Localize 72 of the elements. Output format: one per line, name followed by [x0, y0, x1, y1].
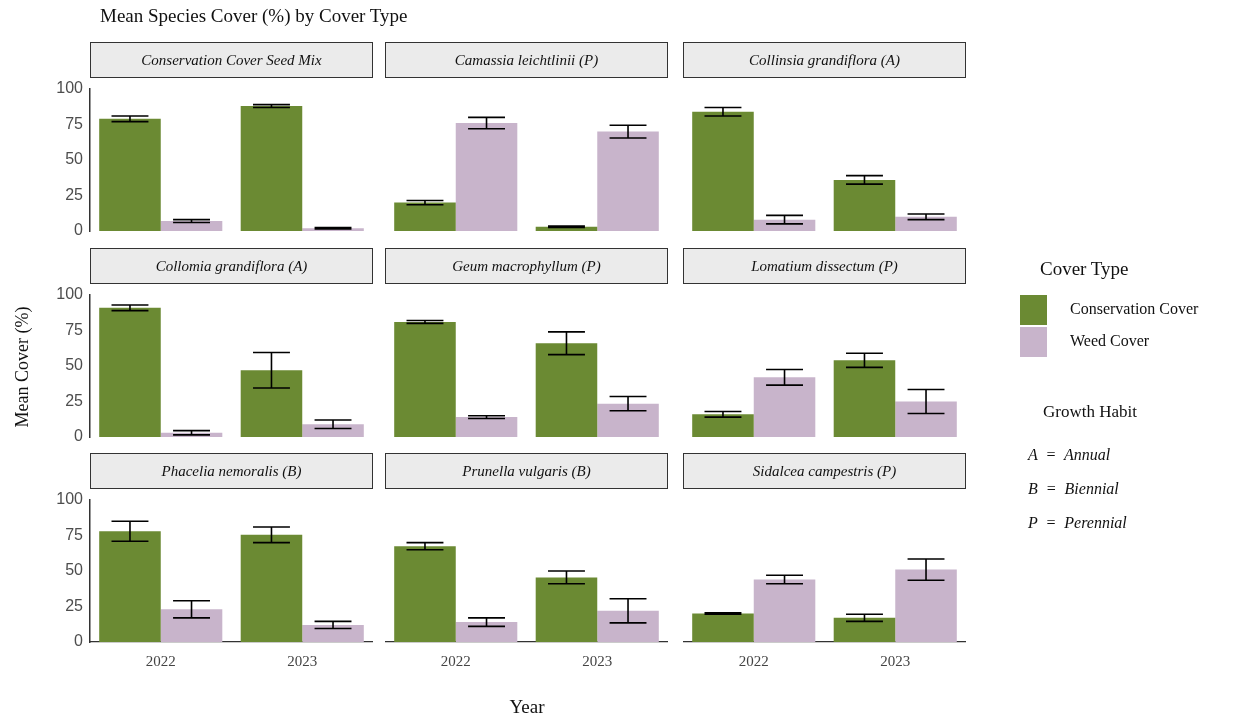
y-axis-title: Mean Cover (%): [11, 306, 33, 428]
x-tick-label: 2022: [440, 652, 471, 669]
bar: [99, 118, 161, 231]
bar: [597, 403, 659, 437]
x-axis-title: Year: [509, 696, 545, 718]
bar: [833, 617, 896, 642]
bar: [753, 377, 816, 437]
chart-title: Mean Species Cover (%) by Cover Type: [100, 5, 408, 27]
bar: [394, 321, 456, 437]
y-tick-label: 0: [74, 221, 84, 239]
text: Growth Habit: [1043, 402, 1137, 422]
y-tick-label: 75: [65, 525, 84, 543]
bar: [394, 546, 456, 642]
y-tick-label: 100: [56, 285, 84, 303]
y-tick-label: 25: [65, 596, 84, 614]
chart-subtitle: Geum macrophyllum (P): [385, 248, 668, 284]
y-tick-label: 100: [56, 79, 84, 97]
y-tick-label: 50: [65, 561, 84, 579]
bar: [895, 569, 957, 642]
chart-subtitle: Lomatium dissectum (P): [683, 248, 966, 284]
bar: [240, 534, 303, 642]
x-tick-label: 2023: [582, 652, 613, 669]
bar: [455, 123, 518, 231]
bar: [302, 424, 364, 437]
y-tick-label: 0: [74, 427, 84, 445]
bar: [394, 202, 456, 231]
bar: [455, 417, 518, 437]
bar: [833, 179, 896, 231]
bar: [160, 609, 223, 642]
text: B = Biennial: [1028, 480, 1119, 498]
chart-subtitle: Sidalcea campestris (P): [683, 453, 966, 489]
y-tick-label: 0: [74, 632, 84, 650]
chart-subtitle: Conservation Cover Seed Mix: [90, 42, 373, 78]
x-tick-label: 2023: [287, 652, 318, 669]
bar: [597, 610, 659, 642]
y-tick-label: 25: [65, 391, 84, 409]
bar: [99, 307, 161, 437]
y-tick-label: 25: [65, 185, 84, 203]
bar: [895, 216, 957, 231]
legend-label: Conservation Cover: [1070, 300, 1199, 318]
bar: [895, 401, 957, 437]
bar: [99, 531, 161, 642]
bar: [692, 111, 754, 231]
y-tick-label: 50: [65, 150, 84, 168]
x-tick-label: 2022: [145, 652, 176, 669]
chart-subtitle: Camassia leichtlinii (P): [385, 42, 668, 78]
bar: [597, 131, 659, 231]
legend-title: Cover Type: [1040, 258, 1129, 280]
bar: [692, 613, 754, 642]
bar: [833, 360, 896, 437]
text: P = Perennial: [1028, 514, 1127, 532]
bar: [753, 579, 816, 642]
y-tick-label: 100: [56, 490, 84, 508]
bar: [302, 624, 364, 642]
bar: [535, 577, 598, 642]
y-tick-label: 75: [65, 114, 84, 132]
bar: [240, 370, 303, 437]
chart-subtitle: Phacelia nemoralis (B): [90, 453, 373, 489]
chart-subtitle: Prunella vulgaris (B): [385, 453, 668, 489]
bar: [240, 106, 303, 231]
bar: [692, 414, 754, 437]
chart-subtitle: Collinsia grandiflora (A): [683, 42, 966, 78]
x-tick-label: 2022: [738, 652, 769, 669]
chart-subtitle: Collomia grandiflora (A): [90, 248, 373, 284]
legend-label: Weed Cover: [1070, 332, 1150, 350]
x-tick-label: 2023: [880, 652, 911, 669]
bar: [535, 343, 598, 437]
bar: [160, 221, 223, 231]
y-tick-label: 75: [65, 320, 84, 338]
y-tick-label: 50: [65, 356, 84, 374]
text: A = Annual: [1028, 446, 1111, 464]
bar: [455, 622, 518, 642]
